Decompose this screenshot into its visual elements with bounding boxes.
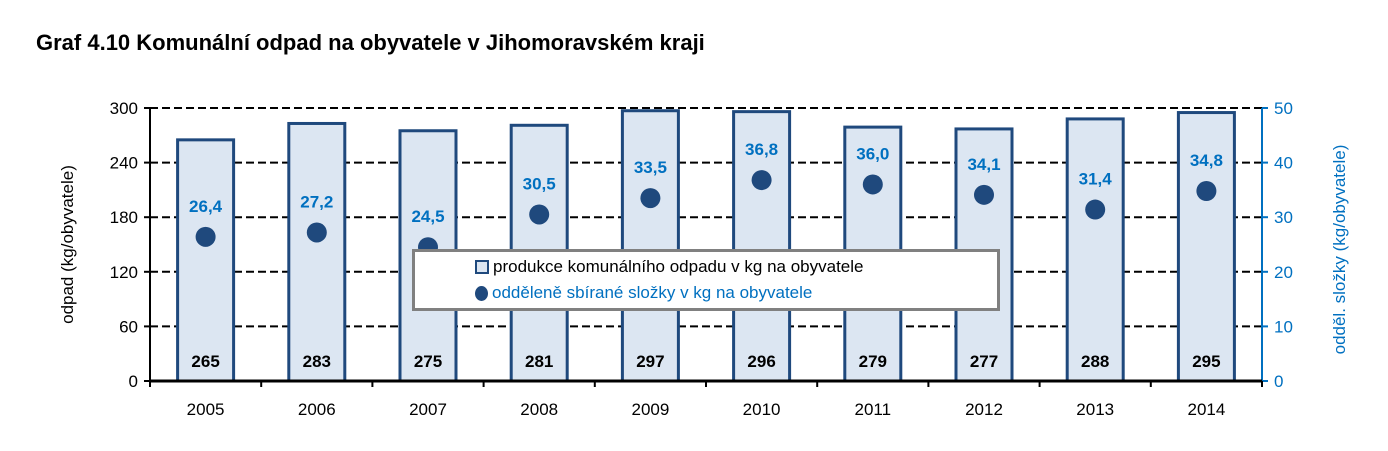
x-tick-label: 2013 xyxy=(1076,400,1114,419)
x-tick-label: 2009 xyxy=(631,400,669,419)
x-tick-label: 2010 xyxy=(743,400,781,419)
marker-point xyxy=(529,204,550,225)
y2-tick-label: 10 xyxy=(1274,317,1293,336)
bar-data-label: 288 xyxy=(1081,352,1109,371)
x-tick-label: 2008 xyxy=(520,400,558,419)
y2-tick-label: 40 xyxy=(1274,154,1293,173)
x-tick-label: 2011 xyxy=(855,400,892,419)
marker-point xyxy=(1085,199,1106,220)
marker-data-label: 33,5 xyxy=(634,158,667,177)
marker-data-label: 24,5 xyxy=(411,207,444,226)
y-tick-label: 180 xyxy=(110,208,138,227)
bar xyxy=(1176,111,1236,383)
marker-point xyxy=(195,226,216,247)
bar-data-label: 297 xyxy=(636,352,664,371)
y-tick-label: 0 xyxy=(129,372,138,391)
y-tick-label: 120 xyxy=(110,263,138,282)
legend-item-bars: produkce komunálního odpadu v kg na obyv… xyxy=(475,257,863,277)
marker-data-label: 31,4 xyxy=(1079,170,1113,189)
y-tick-label: 60 xyxy=(119,317,138,336)
marker-point xyxy=(974,184,994,205)
y2-tick-label: 20 xyxy=(1274,263,1293,282)
legend: produkce komunálního odpadu v kg na obyv… xyxy=(412,249,1000,311)
bar-data-label: 295 xyxy=(1192,352,1220,371)
y2-tick-label: 0 xyxy=(1274,372,1283,391)
marker-data-label: 36,8 xyxy=(745,140,778,159)
x-tick-label: 2005 xyxy=(187,400,225,419)
marker-point xyxy=(751,170,772,191)
legend-dot-icon xyxy=(475,285,488,301)
marker-data-label: 36,0 xyxy=(856,144,889,163)
bar-data-label: 265 xyxy=(191,352,219,371)
x-tick-label: 2012 xyxy=(965,400,1003,419)
marker-data-label: 34,1 xyxy=(967,155,1000,174)
marker-point xyxy=(306,222,327,243)
y-tick-label: 300 xyxy=(110,99,138,118)
x-tick-label: 2014 xyxy=(1187,400,1225,419)
marker-data-label: 26,4 xyxy=(189,197,223,216)
legend-item-markers: odděleně sbírané složky v kg na obyvatel… xyxy=(475,283,812,303)
marker-point xyxy=(640,188,661,209)
y2-tick-label: 50 xyxy=(1274,99,1293,118)
bar-data-label: 277 xyxy=(970,352,998,371)
bar-data-label: 275 xyxy=(414,352,442,371)
bar-data-label: 279 xyxy=(859,352,887,371)
marker-data-label: 30,5 xyxy=(523,174,556,193)
marker-data-label: 34,8 xyxy=(1190,151,1223,170)
y2-axis-title: odděl. složky (kg/obyvatele) xyxy=(1330,145,1349,355)
legend-label-bars: produkce komunálního odpadu v kg na obyv… xyxy=(493,257,864,276)
marker-data-label: 27,2 xyxy=(300,192,333,211)
legend-square-icon xyxy=(475,260,489,274)
bar-data-label: 281 xyxy=(525,352,553,371)
y-tick-label: 240 xyxy=(110,154,138,173)
bar-data-label: 283 xyxy=(303,352,331,371)
legend-label-markers: odděleně sbírané složky v kg na obyvatel… xyxy=(492,283,813,302)
y-axis-title: odpad (kg/obyvatele) xyxy=(58,165,77,324)
marker-point xyxy=(862,174,883,195)
x-tick-label: 2006 xyxy=(298,400,336,419)
marker-point xyxy=(1196,180,1217,201)
y2-tick-label: 30 xyxy=(1274,208,1293,227)
bar-data-label: 296 xyxy=(747,352,775,371)
chart-title: Graf 4.10 Komunální odpad na obyvatele v… xyxy=(36,30,705,55)
x-tick-label: 2007 xyxy=(409,400,447,419)
